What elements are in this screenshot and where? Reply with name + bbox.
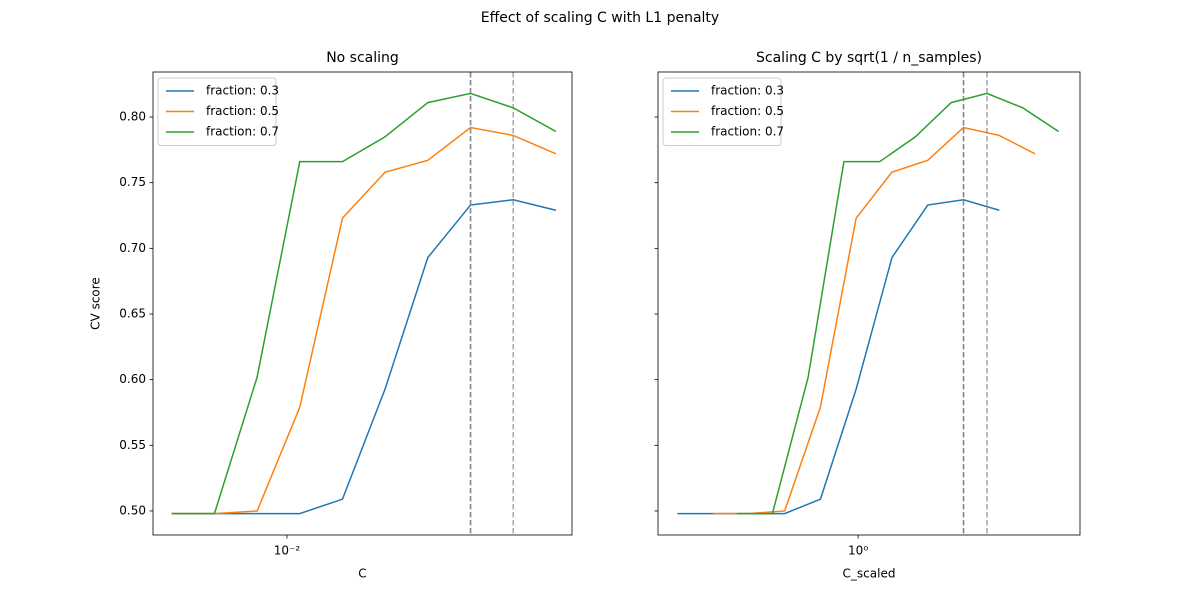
figure-title: Effect of scaling C with L1 penalty (481, 10, 719, 26)
y-tick-label: 0.50 (119, 503, 146, 517)
y-axis-label: CV score (89, 277, 103, 330)
axes-title: Scaling C by sqrt(1 / n_samples) (756, 50, 982, 66)
x-axis-label: C_scaled (843, 567, 896, 581)
legend-label: fraction: 0.7 (711, 125, 784, 139)
legend-box (157, 77, 277, 146)
series-line (677, 198, 1000, 515)
axes-frame (152, 71, 573, 536)
axes-title: No scaling (326, 50, 399, 66)
series-line (171, 92, 557, 515)
x-tick-label: 10⁰ (848, 544, 868, 558)
series-line (171, 198, 557, 515)
legend-box (662, 77, 782, 146)
legend-label: fraction: 0.7 (206, 125, 279, 139)
legend-label: fraction: 0.5 (206, 104, 279, 118)
legend-label: fraction: 0.5 (711, 104, 784, 118)
series-line (171, 126, 557, 515)
y-tick-label: 0.70 (119, 241, 146, 255)
legend-label: fraction: 0.3 (206, 84, 279, 98)
series-line (736, 92, 1059, 515)
y-tick-label: 0.65 (119, 307, 146, 321)
x-axis-label: C (358, 567, 366, 581)
y-tick-label: 0.60 (119, 372, 146, 386)
y-tick-label: 0.80 (119, 110, 146, 124)
series-line (713, 126, 1036, 515)
legend-label: fraction: 0.3 (711, 84, 784, 98)
y-tick-label: 0.75 (119, 175, 146, 189)
y-tick-label: 0.55 (119, 438, 146, 452)
x-tick-label: 10⁻² (274, 544, 301, 558)
axes-frame (657, 71, 1081, 536)
